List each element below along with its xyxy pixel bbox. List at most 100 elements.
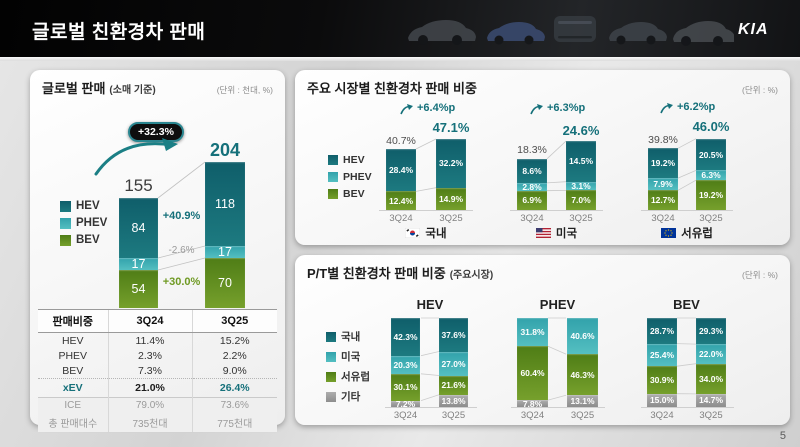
panel-pt-header: P/T별 친환경차 판매 비중 (주요시장) (단위 : %) <box>295 255 790 283</box>
page-number: 5 <box>779 430 786 442</box>
bar-segment-etc: 15.0% <box>647 393 677 407</box>
bar-usa-3q25: 14.5% 3.1% 7.0% <box>566 141 596 210</box>
delta-weurope: +6.2%p <box>659 101 715 114</box>
segment-value-label: 14.7% <box>698 395 724 406</box>
bar-korea-3q25: 32.2% 14.9% <box>436 139 466 210</box>
page-title: 글로벌 친환경차 판매 <box>32 22 206 43</box>
chart-market-share: HEV PHEV BEV 28.4% 12.4% 32.2% 14.9% 40.7%… <box>295 98 790 245</box>
legend-region: 국내 미국 서유럽 기타 <box>326 329 370 404</box>
delta-arrow-icon <box>400 104 413 115</box>
flag-eu-icon <box>661 228 677 238</box>
segment-value-label: 46.3% <box>570 369 595 380</box>
market-label-korea: 국내 <box>386 225 466 241</box>
segment-value-label: 27.0% <box>441 358 466 369</box>
segment-value-label: 118 <box>215 197 235 212</box>
segment-value-label: 19.2% <box>698 190 724 201</box>
total-korea-3q25: 47.1% <box>432 120 470 135</box>
axis-baseline <box>510 210 603 211</box>
kia-logo-text: KIA <box>738 21 769 37</box>
bar-segment-phev: 6.3% <box>696 170 726 180</box>
flag-kr-icon <box>405 228 421 238</box>
bar-segment-hev: 20.5% <box>696 138 726 171</box>
header-divider <box>0 57 800 61</box>
bar-hev-3q25: 37.6% 27.0% 21.6% 13.8% <box>439 318 468 407</box>
bar-segment-hev: 28.4% <box>386 148 416 192</box>
segment-value-label: 8.6% <box>522 165 542 176</box>
segment-value-label: 32.2% <box>438 158 464 169</box>
bar-bev-3q24: 28.7% 25.4% 30.9% 15.0% <box>647 318 677 407</box>
bar-bev-3q25: 29.3% 22.0% 34.0% 14.7% <box>696 317 726 407</box>
bar-segment-hev: 8.6% <box>517 158 547 183</box>
bar-segment-hev: 84 <box>119 198 158 258</box>
bar-segment-bev: 14.9% <box>436 187 466 210</box>
segment-value-label: 7.9% <box>653 179 673 190</box>
segment-value-label: 2.8% <box>522 181 542 192</box>
segment-value-label: 13.8% <box>441 395 466 406</box>
axis-baseline <box>385 407 477 408</box>
table-header-3q25: 3Q25 <box>191 309 277 333</box>
bar-phev-3q25: 40.6% 46.3% 13.1% <box>567 318 598 407</box>
total-usa-3q24: 18.3% <box>517 144 547 156</box>
table-row-xev: xEV 21.0% 26.4% <box>38 378 277 398</box>
panel-market-title: 주요 시장별 친환경차 판매 비중 <box>307 81 477 96</box>
bar-segment-us: 40.6% <box>567 318 598 355</box>
axis-baseline <box>641 407 734 408</box>
segment-value-label: 3.1% <box>571 181 591 192</box>
segment-value-label: 21.6% <box>441 380 466 391</box>
bar-segment-etc: 14.7% <box>696 393 726 407</box>
bar-segment-kr: 42.3% <box>391 318 420 356</box>
bev-swatch-icon <box>60 234 71 246</box>
panel-market-unit: (단위 : %) <box>742 85 778 95</box>
bar-segment-eu: 34.0% <box>696 363 726 394</box>
bar-segment-kr: 37.6% <box>439 318 468 352</box>
bar-segment-eu: 21.6% <box>439 375 468 395</box>
bar-usa-3q24: 8.6% 2.8% 6.9% <box>517 158 547 210</box>
segment-value-label: 54 <box>131 281 146 296</box>
axis-baseline <box>641 210 733 211</box>
group-title-phev: PHEV <box>539 297 576 312</box>
bar-segment-us: 25.4% <box>647 343 677 367</box>
segment-value-label: 12.7% <box>650 195 676 206</box>
legend-item-phev: PHEV <box>328 171 372 183</box>
delta-bev: +30.0% <box>162 276 201 288</box>
bar-segment-kr: 29.3% <box>696 317 726 345</box>
legend-label-bev: BEV <box>76 234 100 246</box>
panel-global-sales: 글로벌 판매 (소매 기준) (단위 : 천대, %) HEV PHEV BEV… <box>30 70 285 432</box>
total-3q24: 155 <box>124 176 153 195</box>
segment-value-label: 84 <box>131 220 146 235</box>
bar-segment-bev: 70 <box>205 258 245 308</box>
bar-segment-kr: 28.7% <box>647 318 677 344</box>
panel-pt-unit: (단위 : %) <box>742 270 778 280</box>
segment-value-label: 31.8% <box>520 327 545 338</box>
bar-segment-us: 22.0% <box>696 344 726 364</box>
segment-value-label: 28.4% <box>388 165 414 176</box>
bar-segment-eu: 30.1% <box>391 373 420 401</box>
segment-value-label: 28.7% <box>649 325 675 336</box>
market-label-weurope: 서유럽 <box>646 225 728 241</box>
segment-value-label: 22.0% <box>698 348 724 359</box>
legend-item-hev: HEV <box>60 200 107 212</box>
sales-share-table: 판매비중 3Q24 3Q25 HEV 11.4% 15.2% PHEV 2.3%… <box>38 309 277 432</box>
segment-value-label: 29.3% <box>698 325 724 336</box>
bar-segment-bev: 19.2% <box>696 180 726 210</box>
etc-swatch-icon <box>326 391 336 402</box>
total-3q25: 204 <box>209 140 241 160</box>
chart-global-sales: HEV PHEV BEV 84 17 54 118 17 70 155 204 +32.… <box>30 98 285 308</box>
bar-segment-hev: 118 <box>205 162 245 247</box>
delta-arrow-icon <box>660 103 673 114</box>
segment-value-label: 17 <box>131 256 146 271</box>
legend-item-korea: 국내 <box>326 329 370 344</box>
delta-arrow-icon <box>530 104 543 115</box>
table-row-ice: ICE 79.0% 73.6% <box>38 397 277 413</box>
segment-value-label: 20.5% <box>698 149 724 160</box>
segment-value-label: 25.4% <box>649 349 675 360</box>
table-row-phev: PHEV 2.3% 2.2% <box>38 348 277 363</box>
segment-value-label: 15.0% <box>649 395 675 406</box>
segment-value-label: 14.5% <box>568 156 594 167</box>
delta-korea: +6.4%p <box>399 102 455 115</box>
delta-usa: +6.3%p <box>529 102 585 115</box>
legend-item-phev: PHEV <box>60 217 107 229</box>
group-title-bev: BEV <box>673 297 700 312</box>
hev-swatch-icon <box>60 200 71 212</box>
